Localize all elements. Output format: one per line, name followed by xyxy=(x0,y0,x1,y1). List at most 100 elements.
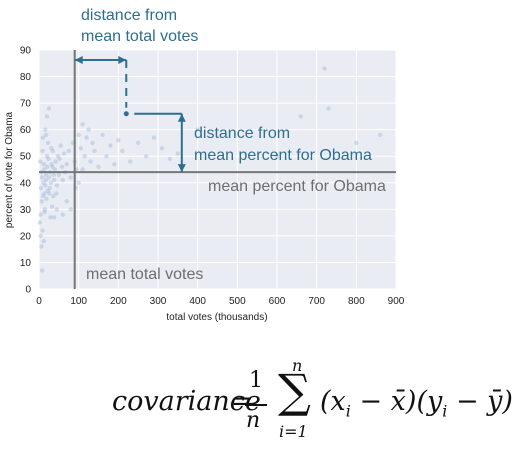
distance-x-arrowhead-left xyxy=(74,56,83,64)
data-point xyxy=(39,244,44,249)
data-point xyxy=(80,167,85,172)
y-tick-label: 40 xyxy=(20,178,32,189)
data-point xyxy=(326,106,331,111)
data-point xyxy=(86,127,91,132)
data-point xyxy=(151,135,157,140)
x-tick-label: 200 xyxy=(110,296,127,307)
data-point xyxy=(112,161,117,167)
data-point xyxy=(46,106,52,111)
x-tick-label: 500 xyxy=(229,296,246,307)
data-point xyxy=(55,154,61,159)
data-point xyxy=(45,188,50,193)
data-point xyxy=(298,114,303,119)
data-point xyxy=(48,180,54,185)
data-point xyxy=(80,122,85,127)
data-point xyxy=(43,177,48,183)
data-point xyxy=(37,159,43,164)
data-point xyxy=(96,164,101,170)
y-tick-label: 80 xyxy=(20,72,32,83)
distance-y-arrowhead-bottom xyxy=(177,164,186,173)
data-point xyxy=(92,148,97,154)
x-axis-ticks: 0 100 200 300 400 500 600 700 800 900 xyxy=(36,296,405,307)
data-point xyxy=(41,167,47,172)
data-point xyxy=(60,212,65,217)
data-point xyxy=(38,185,44,191)
data-point xyxy=(159,146,165,151)
data-point xyxy=(51,215,57,220)
data-point xyxy=(42,209,47,215)
data-point xyxy=(82,154,87,159)
highlight-point xyxy=(123,111,129,117)
formula-sigma: ∑ xyxy=(278,364,311,418)
mean-y-label: mean percent for Obama xyxy=(208,178,386,195)
data-point xyxy=(54,207,60,212)
data-point xyxy=(51,172,56,178)
x-tick-label: 700 xyxy=(308,296,325,307)
data-point xyxy=(50,148,56,154)
data-point xyxy=(40,148,45,154)
data-point xyxy=(40,135,46,140)
formula-equals: = xyxy=(231,386,254,417)
formula-fraction-denominator: n xyxy=(246,408,261,433)
data-point xyxy=(37,220,42,225)
mean-x-label: mean total votes xyxy=(86,266,203,283)
x-tick-label: 300 xyxy=(150,296,167,307)
data-point xyxy=(54,183,60,188)
data-point xyxy=(76,180,81,185)
data-point xyxy=(90,140,95,146)
grid-lines xyxy=(38,49,397,290)
data-point xyxy=(66,148,71,154)
data-point xyxy=(52,167,58,172)
data-point xyxy=(68,207,73,212)
data-point xyxy=(53,159,58,164)
data-point xyxy=(57,156,62,162)
data-point xyxy=(135,140,141,146)
data-point xyxy=(46,156,51,162)
data-point xyxy=(354,140,359,146)
data-point xyxy=(46,175,52,180)
data-point xyxy=(54,191,59,196)
data-point xyxy=(49,204,55,209)
y-axis-label: percent of vote for Obama xyxy=(4,111,15,228)
data-point xyxy=(49,146,54,151)
y-tick-label: 0 xyxy=(25,285,31,296)
data-point xyxy=(43,172,49,178)
distance-x-arrowhead-right xyxy=(118,56,127,64)
data-point xyxy=(120,148,125,154)
distance-y-label-line2: mean percent for Obama xyxy=(194,147,372,164)
data-point xyxy=(47,191,52,196)
y-tick-label: 20 xyxy=(20,231,32,242)
data-point xyxy=(49,161,54,167)
data-point xyxy=(76,132,81,138)
data-point xyxy=(104,154,109,159)
data-point xyxy=(41,180,46,185)
data-point xyxy=(60,177,65,183)
data-point xyxy=(38,212,43,217)
data-point xyxy=(64,199,69,204)
data-point xyxy=(39,268,45,273)
data-point xyxy=(167,156,173,162)
data-point xyxy=(377,132,383,138)
data-point xyxy=(322,66,327,71)
data-point xyxy=(44,154,50,159)
data-point xyxy=(44,196,49,201)
formula-sum-upper: n xyxy=(292,356,303,375)
data-point xyxy=(108,143,113,148)
formula-fraction-numerator: 1 xyxy=(249,368,263,393)
data-point xyxy=(43,127,48,132)
data-point xyxy=(43,132,49,138)
plot-area xyxy=(37,49,397,290)
formula-fraction-bar xyxy=(245,404,267,406)
data-point xyxy=(274,154,280,159)
formula-lhs: covariance xyxy=(112,386,261,417)
formula-rhs: (xi − x̄)(yi − ȳ) xyxy=(320,386,513,421)
data-point xyxy=(195,127,200,132)
y-tick-label: 70 xyxy=(20,99,32,110)
data-point xyxy=(47,185,52,191)
y-tick-label: 10 xyxy=(20,258,32,269)
data-point xyxy=(42,207,48,212)
data-point xyxy=(43,183,48,188)
data-point xyxy=(42,191,47,196)
data-point xyxy=(40,228,45,233)
data-point xyxy=(45,164,50,170)
